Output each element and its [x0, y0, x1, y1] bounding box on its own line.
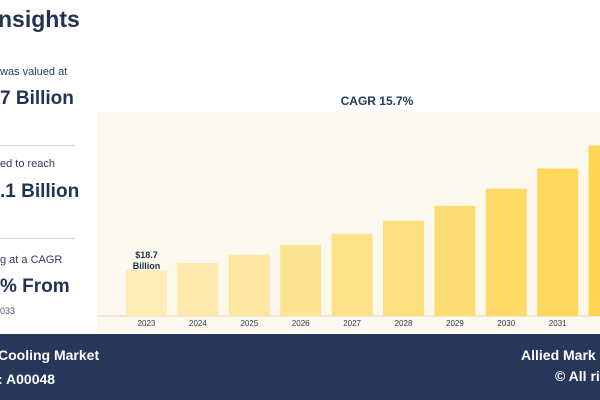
stat-1-text: was valued at — [0, 66, 68, 78]
stat-2-text: ed to reach — [0, 158, 56, 170]
x-tick-label-2026: 2026 — [292, 319, 310, 328]
chart-title: CAGR 15.7% — [341, 94, 414, 108]
x-tick-label-2030: 2030 — [497, 319, 515, 328]
bar-2030 — [485, 188, 527, 316]
data-label-2023-1: Billion — [133, 261, 161, 271]
x-tick-label-2031: 2031 — [549, 319, 567, 328]
bar-chart: CAGR 15.7% 2023 2024 2025 2026 2027 2028 2029 20… — [97, 94, 600, 328]
footer-bar: Cooling Market : A00048 Allied Mark © Al… — [0, 334, 600, 400]
bar-2025 — [228, 254, 270, 316]
page-title: nsights — [0, 6, 80, 32]
footer-brand: Allied Mark — [521, 347, 596, 363]
footer-report-title: Cooling Market — [0, 347, 100, 363]
stat-2-value: .1 Billion — [0, 181, 80, 202]
x-tick-label-2025: 2025 — [240, 319, 258, 328]
bar-2027 — [331, 233, 373, 316]
stat-3-value: % From — [0, 276, 70, 297]
bar-2026 — [280, 244, 322, 316]
footer-copyright: © All ri — [555, 368, 600, 384]
stat-3-note: 033 — [0, 306, 16, 316]
stat-3-text: g at a CAGR — [0, 254, 63, 266]
bar-2029 — [434, 205, 476, 316]
data-label-2023-0: $18.7 — [135, 250, 158, 260]
x-tick-label-2024: 2024 — [189, 319, 207, 328]
x-tick-label-2027: 2027 — [343, 319, 361, 328]
bar-2023 — [126, 270, 167, 316]
chart-panel: CAGR 15.7% 2023 2024 2025 2026 2027 2028 2029 20… — [97, 94, 600, 332]
x-tick-label-2028: 2028 — [395, 319, 413, 328]
bar-2028 — [383, 220, 424, 316]
x-tick-label-2023: 2023 — [138, 319, 156, 328]
stat-1-value: 7 Billion — [0, 88, 74, 109]
bar-2031 — [537, 168, 579, 316]
x-tick-label-2029: 2029 — [446, 319, 464, 328]
bar-2024 — [177, 263, 219, 316]
stat-divider-2 — [0, 238, 75, 239]
footer-report-code: : A00048 — [0, 371, 56, 387]
stat-divider-1 — [0, 145, 75, 146]
bar-2032 — [588, 145, 600, 316]
key-stats-panel: was valued at 7 Billion ed to reach .1 B… — [0, 0, 90, 334]
